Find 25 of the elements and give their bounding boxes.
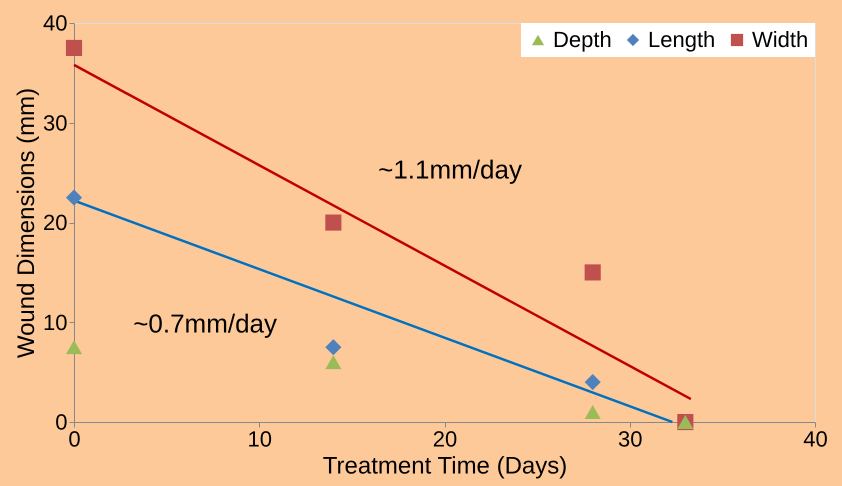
legend-label: Depth bbox=[553, 27, 612, 52]
x-tick-label: 10 bbox=[248, 426, 272, 452]
point bbox=[584, 405, 601, 420]
point bbox=[66, 190, 82, 206]
y-axis-title: Wound Dimensions (mm) bbox=[13, 88, 40, 358]
annotation: ~0.7mm/day bbox=[133, 308, 277, 338]
y-tick-label: 10 bbox=[43, 310, 68, 335]
point bbox=[325, 355, 342, 370]
point bbox=[66, 40, 82, 56]
x-axis-title: Treatment Time (Days) bbox=[322, 452, 568, 480]
y-tick-label: 0 bbox=[55, 410, 68, 434]
point bbox=[66, 340, 82, 354]
x-tick-label: 20 bbox=[432, 426, 458, 452]
legend-label: Width bbox=[752, 27, 808, 52]
point bbox=[325, 339, 342, 356]
annotation: ~1.1mm/day bbox=[378, 154, 522, 185]
legend-label: Length bbox=[648, 27, 716, 52]
point bbox=[584, 264, 601, 280]
x-tick-label: 40 bbox=[803, 426, 828, 452]
point bbox=[325, 214, 342, 231]
y-tick-label: 20 bbox=[43, 210, 68, 235]
point bbox=[584, 374, 601, 390]
y-tick-label: 30 bbox=[43, 110, 68, 136]
y-tick-label: 40 bbox=[43, 10, 68, 36]
x-tick-label: 30 bbox=[618, 426, 642, 452]
